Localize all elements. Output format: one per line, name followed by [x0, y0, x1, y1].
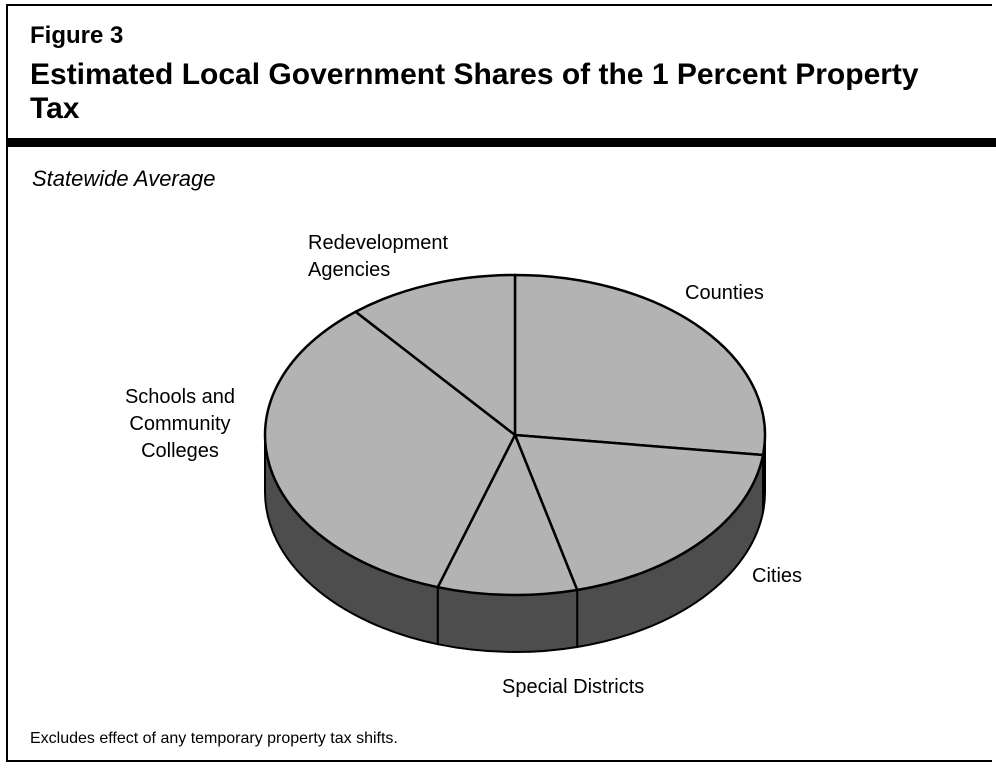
- footnote: Excludes effect of any temporary propert…: [30, 730, 398, 747]
- slice-label-counties: Counties: [685, 280, 764, 307]
- schools-label-line-3: Colleges: [141, 440, 219, 462]
- slice-label-schools: Schools and Community Colleges: [110, 384, 250, 465]
- figure-title: Estimated Local Government Shares of the…: [30, 58, 919, 125]
- slice-label-special-districts: Special Districts: [502, 674, 644, 701]
- figure-label: Figure 3: [30, 22, 124, 49]
- pie-slice-redevelopment-agencies: [354, 273, 517, 437]
- pie-slice-schools-and-community-colleges: [263, 310, 517, 589]
- pie-slice-counties: [513, 273, 767, 457]
- title-divider: [6, 138, 996, 147]
- counties-label-line-1: Counties: [685, 282, 764, 304]
- chart-subtitle: Statewide Average: [32, 166, 216, 191]
- pie-side-special-districts: [436, 585, 579, 653]
- redevelopment-label-line-2: Agencies: [308, 259, 391, 281]
- schools-label-line-2: Community: [129, 413, 231, 435]
- redevelopment-label-line-1: Redevelopment: [308, 232, 449, 254]
- schools-label-line-1: Schools and: [124, 386, 236, 408]
- figure-frame: [6, 4, 992, 762]
- pie-slice-special-districts: [436, 433, 579, 597]
- cities-label-line-1: Cities: [752, 565, 803, 587]
- pie-slice-cities: [513, 433, 765, 592]
- special-districts-label-line-1: Special Districts: [502, 676, 645, 698]
- slice-label-redevelopment: Redevelopment Agencies: [308, 230, 448, 284]
- slice-label-cities: Cities: [752, 563, 802, 590]
